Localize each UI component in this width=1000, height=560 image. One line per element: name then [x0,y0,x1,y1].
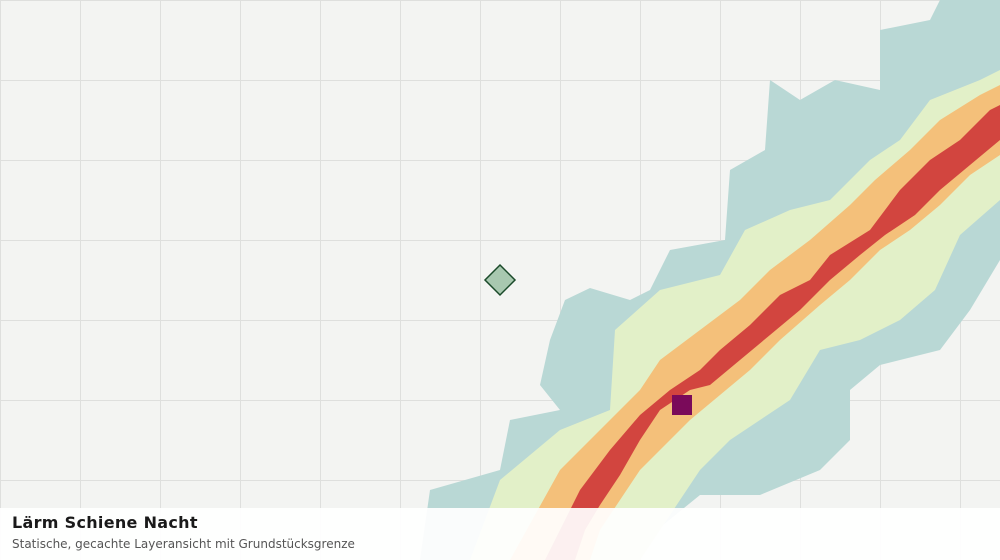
noise-zone-extreme [672,395,692,415]
layer-title: Lärm Schiene Nacht [12,513,198,532]
layer-subtitle: Statische, gecachte Layeransicht mit Gru… [12,537,355,551]
noise-zone-very-high [545,105,1000,560]
caption-panel: Lärm Schiene Nacht Statische, gecachte L… [0,508,1000,560]
parcel-boundary[interactable] [483,263,517,297]
